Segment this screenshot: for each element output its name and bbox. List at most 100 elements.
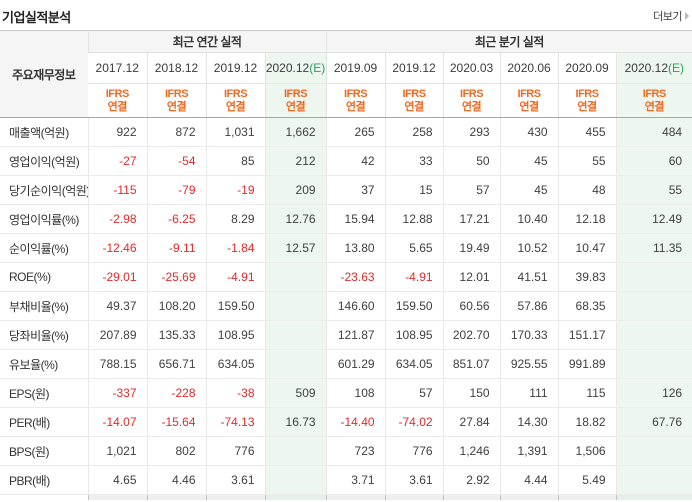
value-cell: 146.60 bbox=[325, 291, 386, 321]
value-cell: 12.76 bbox=[264, 204, 327, 234]
accounting-standard-header: IFRS 연결 bbox=[442, 83, 501, 118]
value-cell: -54 bbox=[146, 146, 206, 176]
value-cell: 8.29 bbox=[205, 204, 265, 234]
value-cell: 11.35 bbox=[615, 233, 692, 263]
value-cell: 925.55 bbox=[499, 349, 559, 379]
partial-cell bbox=[442, 494, 501, 500]
period-header: 2020.06 bbox=[499, 52, 559, 84]
value-cell: 293 bbox=[442, 117, 501, 147]
value-cell: 991.89 bbox=[557, 349, 617, 379]
table-row: EPS(원) -337 -228 -38 509 108 57 150 111 115 126 bbox=[0, 378, 692, 408]
row-label: EPS(원) bbox=[0, 378, 88, 408]
value-cell: 1,391 bbox=[499, 436, 559, 466]
partial-cell bbox=[499, 494, 559, 500]
value-cell: 1,662 bbox=[264, 117, 327, 147]
value-cell: 5.65 bbox=[384, 233, 444, 263]
row-label: 당좌비율(%) bbox=[0, 320, 88, 350]
row-label: 유보율(%) bbox=[0, 349, 88, 379]
value-cell: 12.49 bbox=[615, 204, 692, 234]
value-cell: 68.35 bbox=[557, 291, 617, 321]
value-cell: 3.71 bbox=[325, 465, 386, 495]
value-cell: 634.05 bbox=[205, 349, 265, 379]
period-header: 2019.12 bbox=[384, 52, 444, 84]
partial-cell bbox=[0, 494, 88, 500]
value-cell: 12.88 bbox=[384, 204, 444, 234]
accounting-standard-header: IFRS 연결 bbox=[615, 83, 692, 118]
table-row: BPS(원) 1,021 802 776 723 776 1,246 1,391 1,506 bbox=[0, 436, 692, 466]
more-link-label: 더보기 bbox=[653, 11, 682, 23]
period-header: 2020.09 bbox=[557, 52, 617, 84]
value-cell: 150 bbox=[442, 378, 501, 408]
value-cell: 3.61 bbox=[205, 465, 265, 495]
value-cell: -4.91 bbox=[205, 262, 265, 292]
value-cell: 3.61 bbox=[384, 465, 444, 495]
value-cell: 776 bbox=[205, 436, 265, 466]
accounting-standard-header: IFRS 연결 bbox=[88, 83, 147, 118]
row-label: 당기순이익(억원) bbox=[0, 175, 88, 205]
value-cell: 16.73 bbox=[264, 407, 327, 437]
value-cell bbox=[615, 436, 692, 466]
value-cell bbox=[615, 291, 692, 321]
accounting-standard-header: IFRS 연결 bbox=[384, 83, 444, 118]
value-cell bbox=[264, 465, 327, 495]
corner-header: 주요재무정보 bbox=[0, 30, 88, 118]
row-label: 부채비율(%) bbox=[0, 291, 88, 321]
financial-results-table: 주요재무정보 최근 연간 실적 최근 분기 실적 2017.12 2018.12 2… bbox=[0, 30, 692, 500]
table-row: 당좌비율(%) 207.89 135.33 108.95 121.87 108.95 202… bbox=[0, 320, 692, 350]
value-cell: -74.13 bbox=[205, 407, 265, 437]
value-cell: 19.49 bbox=[442, 233, 501, 263]
value-cell: 170.33 bbox=[499, 320, 559, 350]
more-link[interactable]: 더보기 bbox=[653, 8, 689, 24]
period-header: 2020.12(E) bbox=[615, 52, 692, 84]
value-cell: 258 bbox=[384, 117, 444, 147]
value-cell: 159.50 bbox=[205, 291, 265, 321]
value-cell: 55 bbox=[557, 146, 617, 176]
value-cell: -115 bbox=[87, 175, 147, 205]
chevron-right-icon bbox=[685, 12, 689, 20]
value-cell: 484 bbox=[615, 117, 692, 147]
value-cell: 10.47 bbox=[557, 233, 617, 263]
value-cell: -23.63 bbox=[325, 262, 386, 292]
partial-cell bbox=[615, 494, 692, 500]
accounting-standard-header: IFRS 연결 bbox=[325, 83, 386, 118]
row-label: 매출액(억원) bbox=[0, 117, 88, 147]
partial-cell bbox=[325, 494, 386, 500]
period-header: 2020.03 bbox=[442, 52, 501, 84]
value-cell: 5.49 bbox=[557, 465, 617, 495]
value-cell: 2.92 bbox=[442, 465, 501, 495]
row-label: ROE(%) bbox=[0, 262, 88, 292]
estimate-mark: (E) bbox=[668, 61, 685, 75]
period-header: 2017.12 bbox=[88, 52, 147, 84]
page-title: 기업실적분석 bbox=[2, 9, 71, 25]
value-cell: -19 bbox=[205, 175, 265, 205]
value-cell: 265 bbox=[325, 117, 386, 147]
value-cell: 57.86 bbox=[499, 291, 559, 321]
table-row: 당기순이익(억원) -115 -79 -19 209 37 15 57 45 48 55 bbox=[0, 175, 692, 205]
value-cell: -14.07 bbox=[87, 407, 147, 437]
value-cell: -12.46 bbox=[87, 233, 147, 263]
value-cell: 656.71 bbox=[146, 349, 206, 379]
value-cell: 18.82 bbox=[557, 407, 617, 437]
table-row: 매출액(억원) 922 872 1,031 1,662 265 258 293 430 455 48… bbox=[0, 117, 692, 147]
table-row: 영업이익률(%) -2.98 -6.25 8.29 12.76 15.94 12.88 17.… bbox=[0, 204, 692, 234]
group-header-quarterly: 최근 분기 실적 bbox=[325, 30, 692, 53]
accounting-standard-header: IFRS 연결 bbox=[499, 83, 559, 118]
accounting-standard-header: IFRS 연결 bbox=[205, 83, 265, 118]
value-cell: -15.64 bbox=[146, 407, 206, 437]
title-bar: 기업실적분석 더보기 bbox=[0, 0, 692, 30]
value-cell: 33 bbox=[384, 146, 444, 176]
value-cell: 126 bbox=[615, 378, 692, 408]
value-cell: 1,506 bbox=[557, 436, 617, 466]
value-cell: 788.15 bbox=[87, 349, 147, 379]
value-cell: 121.87 bbox=[325, 320, 386, 350]
table-row: 부채비율(%) 49.37 108.20 159.50 146.60 159.50 60.5… bbox=[0, 291, 692, 321]
value-cell: 15 bbox=[384, 175, 444, 205]
period-header: 2019.12 bbox=[205, 52, 265, 84]
value-cell: 42 bbox=[325, 146, 386, 176]
value-cell: 50 bbox=[442, 146, 501, 176]
value-cell: 209 bbox=[264, 175, 327, 205]
value-cell: 108.95 bbox=[205, 320, 265, 350]
accounting-standard-header: IFRS 연결 bbox=[557, 83, 617, 118]
value-cell: 922 bbox=[87, 117, 147, 147]
value-cell: 14.30 bbox=[499, 407, 559, 437]
